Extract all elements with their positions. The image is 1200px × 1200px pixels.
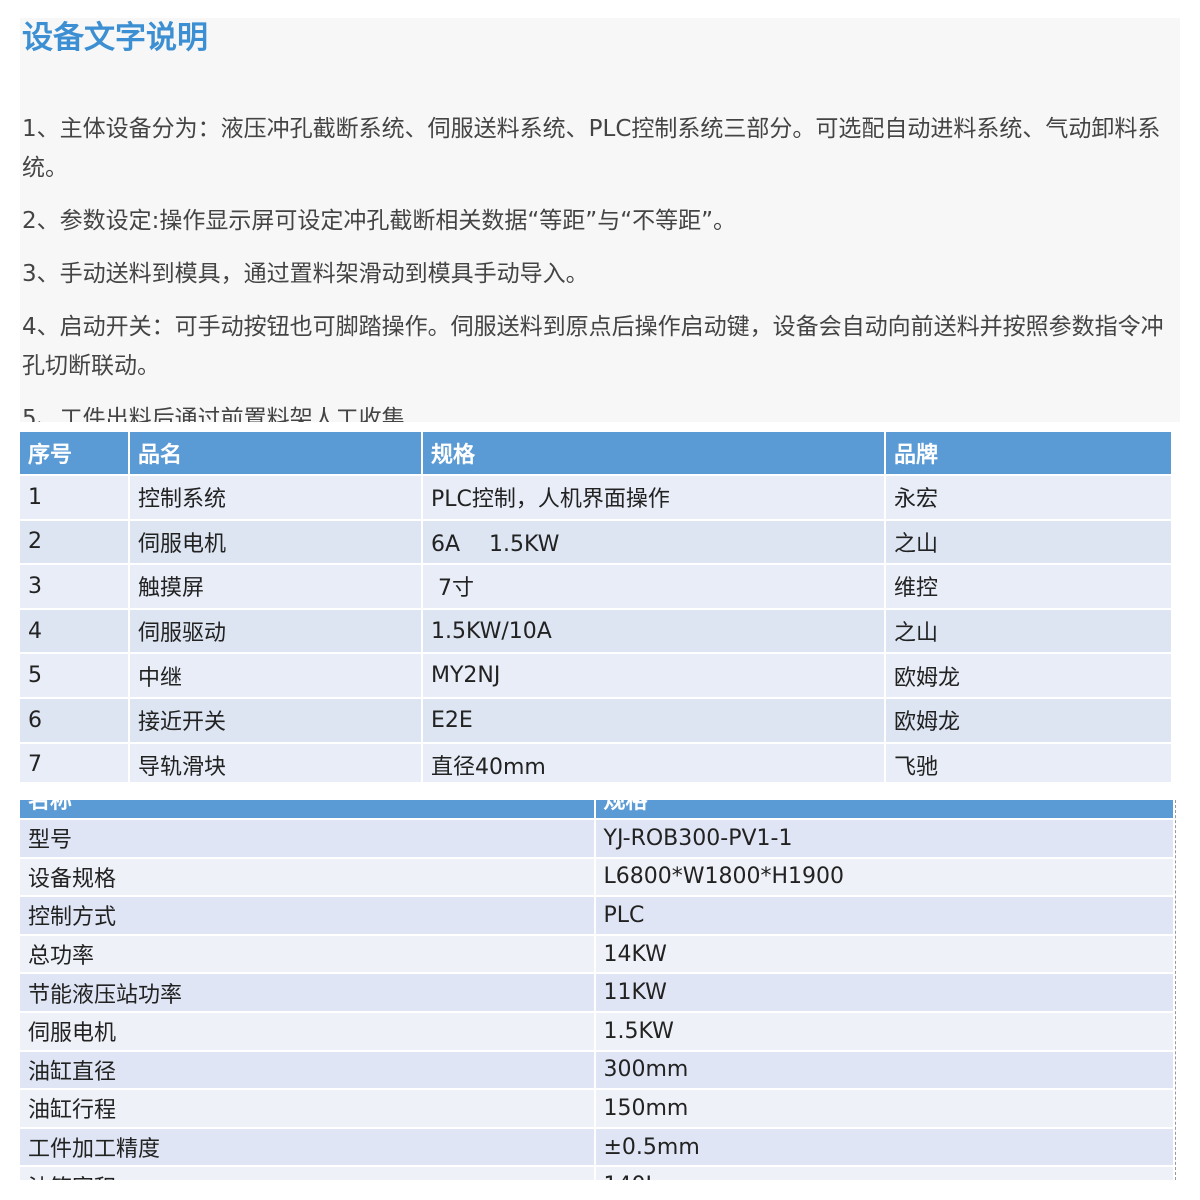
cell: 1.5KW	[596, 1012, 1175, 1050]
cell: 2	[20, 520, 130, 564]
cell: E2E	[423, 698, 886, 742]
header-cell: 品名	[130, 432, 423, 474]
cell: 总功率	[20, 935, 596, 973]
cell: 6A 1.5KW	[423, 520, 886, 564]
cell: 工件加工精度	[20, 1128, 596, 1166]
cell: 中继	[130, 654, 423, 697]
cell: 1.5KW/10A	[423, 609, 886, 653]
parts-table: 序号 品名 规格 品牌 1 控制系统 PLC控制，人机界面操作 永宏 2 伺服电机 6A 1.5KW…	[20, 432, 1173, 782]
cell: 飞驰	[886, 743, 1173, 782]
cell: 伺服驱动	[130, 609, 423, 653]
cell: 7	[20, 743, 130, 782]
table-row: 油缸直径 300mm	[20, 1051, 1175, 1091]
cell: YJ-ROB300-PV1-1	[596, 820, 1175, 857]
paragraph: 5、工件出料后通过前置料架人工收集	[22, 406, 405, 422]
cell: 之山	[886, 609, 1173, 653]
header-cell: 序号	[20, 432, 130, 474]
table-row: 工件加工精度 ±0.5mm	[20, 1128, 1175, 1168]
cell: 油箱容积	[20, 1167, 596, 1180]
cell: 伺服电机	[130, 520, 423, 564]
cell: 控制系统	[130, 476, 423, 519]
cell: 油缸直径	[20, 1051, 596, 1089]
table-row: 2 伺服电机 6A 1.5KW 之山	[20, 520, 1173, 566]
cell: PLC控制，人机界面操作	[423, 476, 886, 519]
cell: 节能液压站功率	[20, 974, 596, 1011]
cell: 5	[20, 654, 130, 697]
header-row: 序号 品名 规格 品牌	[20, 432, 1173, 476]
table-row: 总功率 14KW	[20, 935, 1175, 975]
cell: 3	[20, 565, 130, 608]
cell: 7寸	[423, 565, 886, 608]
cell: 欧姆龙	[886, 698, 1173, 742]
table-row: 油缸行程 150mm	[20, 1090, 1175, 1129]
table-row: 7 导轨滑块 直径40mm 飞驰	[20, 743, 1173, 782]
cell: 300mm	[596, 1051, 1175, 1089]
header-cell: 规格	[596, 800, 1175, 818]
table-row: 设备规格 L6800*W1800*H1900	[20, 858, 1175, 898]
header-cell: 品牌	[886, 432, 1173, 474]
paragraphs: 1、主体设备分为：液压冲孔截断系统、伺服送料系统、PLC控制系统三部分。可选配自…	[22, 110, 1177, 422]
table-row: 1 控制系统 PLC控制，人机界面操作 永宏	[20, 476, 1173, 521]
paragraph: 4、启动开关：可手动按钮也可脚踏操作。伺服送料到原点后操作启动键，设备会自动向前…	[22, 314, 1164, 379]
header-cell: 名称	[20, 800, 596, 818]
cell: 11KW	[596, 974, 1175, 1011]
paragraph: 1、主体设备分为：液压冲孔截断系统、伺服送料系统、PLC控制系统三部分。可选配自…	[22, 116, 1161, 181]
paragraph: 2、参数设定:操作显示屏可设定冲孔截断相关数据“等距”与“不等距”。	[22, 208, 737, 234]
cell: 150mm	[596, 1090, 1175, 1127]
table-row: 伺服电机 1.5KW	[20, 1012, 1175, 1052]
table-row: 型号 YJ-ROB300-PV1-1	[20, 820, 1175, 859]
cell: 6	[20, 698, 130, 742]
table-row: 3 触摸屏 7寸 维控	[20, 565, 1173, 610]
cell: ±0.5mm	[596, 1128, 1175, 1166]
header-cell: 规格	[423, 432, 886, 474]
cell: 触摸屏	[130, 565, 423, 608]
cell: 控制方式	[20, 897, 596, 934]
cell: 设备规格	[20, 858, 596, 896]
cell: L6800*W1800*H1900	[596, 858, 1175, 896]
table-row: 控制方式 PLC	[20, 897, 1175, 936]
cell: 维控	[886, 565, 1173, 608]
table-row: 油箱容积140L	[20, 1167, 1175, 1180]
cell: 欧姆龙	[886, 654, 1173, 697]
cell: 140L	[596, 1167, 1175, 1180]
table-row: 节能液压站功率 11KW	[20, 974, 1175, 1013]
header-row: 名称 规格	[20, 800, 1175, 820]
cell: MY2NJ	[423, 654, 886, 697]
spec-table: 名称 规格 型号 YJ-ROB300-PV1-1 设备规格 L6800*W1800*H19…	[20, 800, 1176, 1180]
table-row: 5 中继 MY2NJ 欧姆龙	[20, 654, 1173, 699]
cell: 1	[20, 476, 130, 519]
cell: 接近开关	[130, 698, 423, 742]
paragraph: 3、手动送料到模具，通过置料架滑动到模具手动导入。	[22, 261, 589, 287]
cell: 型号	[20, 820, 596, 857]
cell: 4	[20, 609, 130, 653]
section-title: 设备文字说明	[22, 20, 208, 56]
description-section: 设备文字说明 1、主体设备分为：液压冲孔截断系统、伺服送料系统、PLC控制系统三…	[20, 18, 1180, 422]
cell: 14KW	[596, 935, 1175, 973]
cell: 导轨滑块	[130, 743, 423, 782]
cell: 直径40mm	[423, 743, 886, 782]
cell: 伺服电机	[20, 1012, 596, 1050]
cell: 之山	[886, 520, 1173, 564]
table-row: 6 接近开关 E2E 欧姆龙	[20, 698, 1173, 744]
cell: 油缸行程	[20, 1090, 596, 1127]
cell: PLC	[596, 897, 1175, 934]
cell: 永宏	[886, 476, 1173, 519]
table-row: 4 伺服驱动 1.5KW/10A 之山	[20, 609, 1173, 655]
